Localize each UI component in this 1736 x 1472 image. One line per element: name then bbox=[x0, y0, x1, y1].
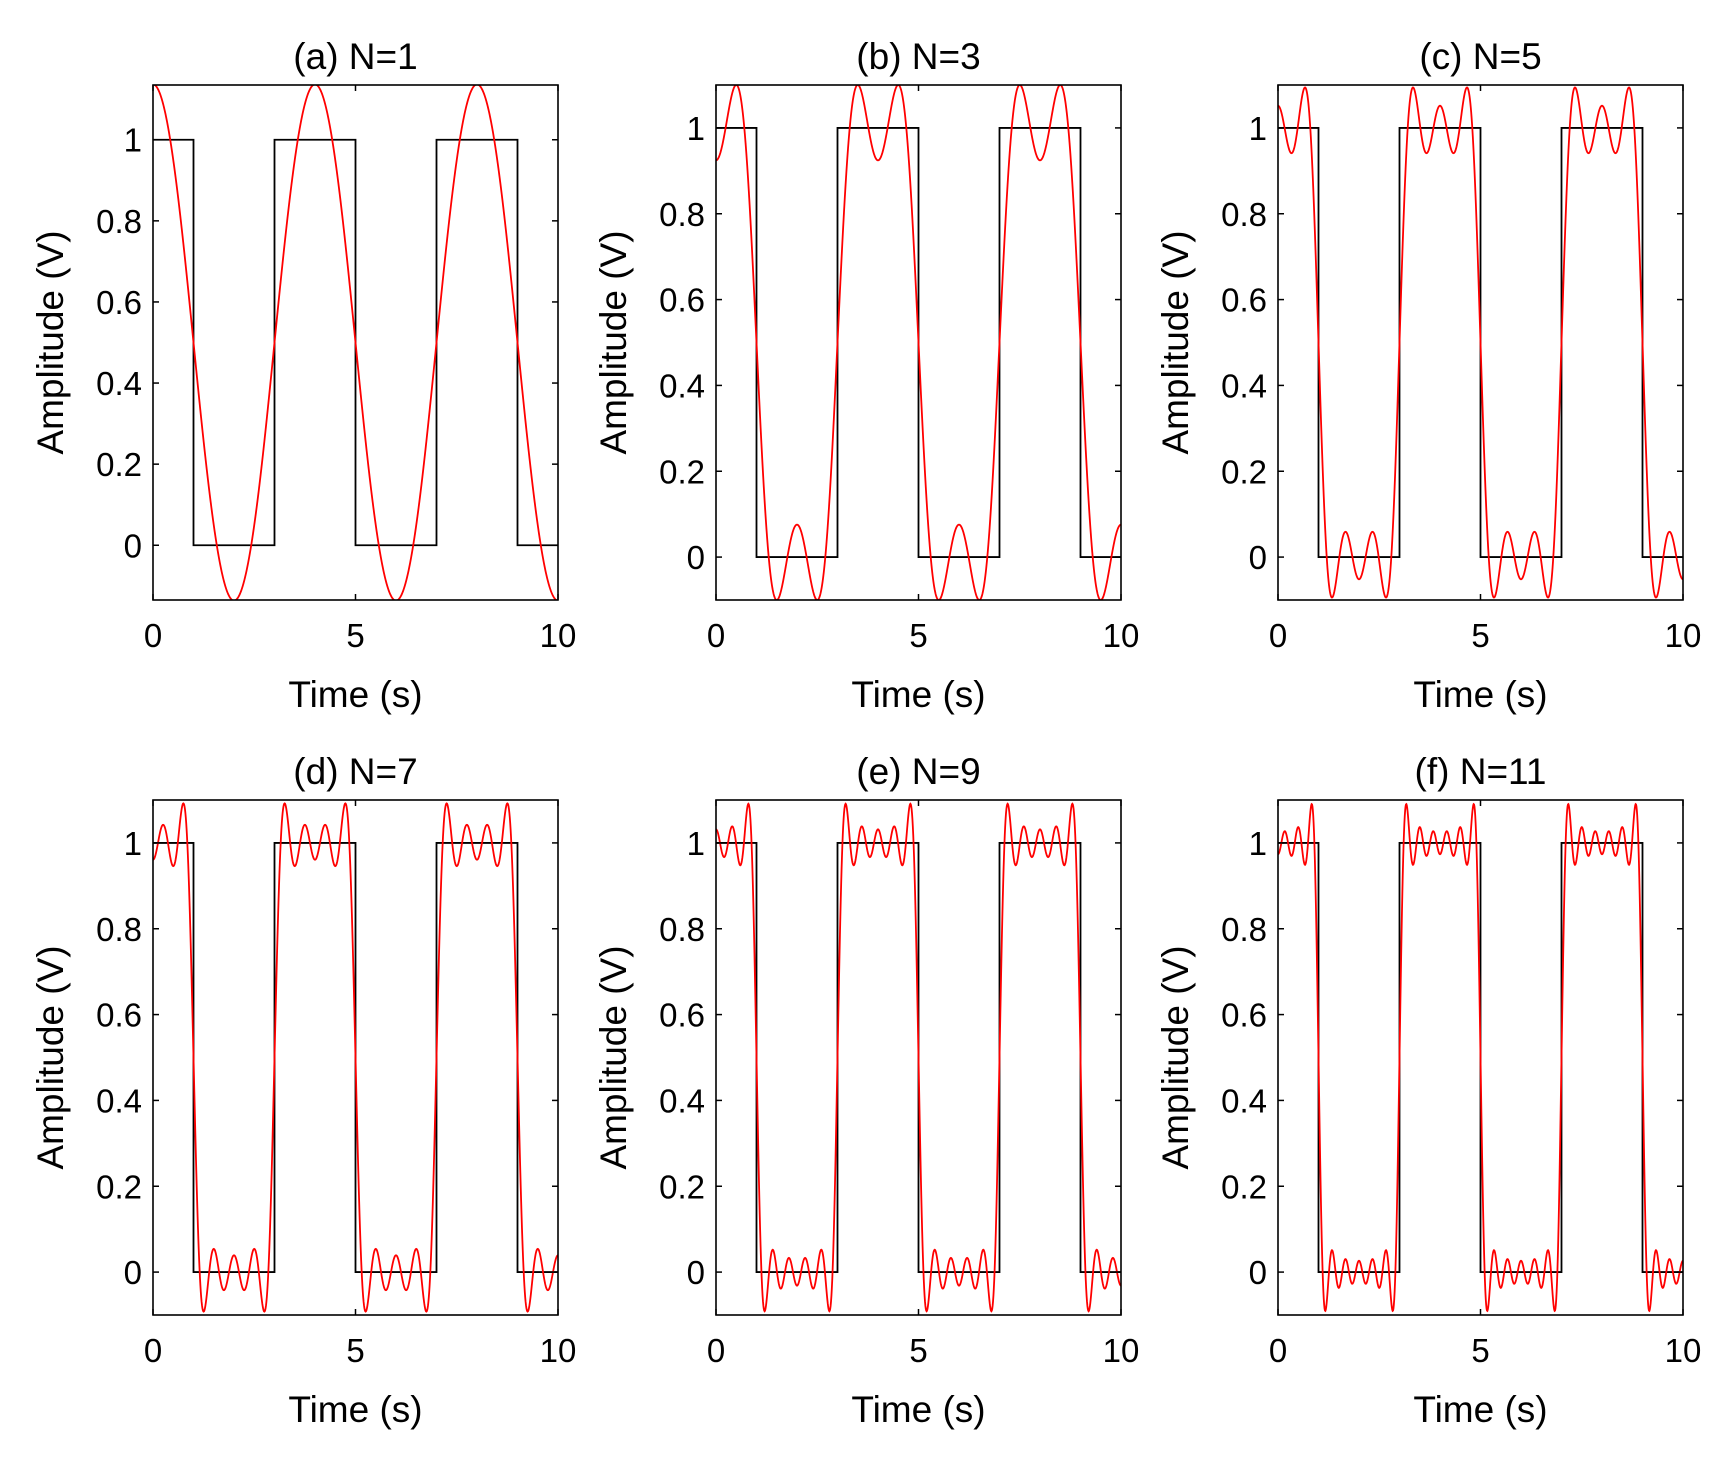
subplot-title: (c) N=5 bbox=[1419, 36, 1541, 77]
y-axis-label: Amplitude (V) bbox=[30, 945, 71, 1169]
y-axis-label: Amplitude (V) bbox=[593, 230, 634, 454]
y-tick-label: 0 bbox=[1249, 1254, 1267, 1291]
y-axis-label: Amplitude (V) bbox=[593, 945, 634, 1169]
y-tick-label: 0.8 bbox=[1221, 911, 1267, 948]
x-axis-label: Time (s) bbox=[288, 1389, 422, 1430]
y-tick-label: 1 bbox=[124, 122, 142, 159]
y-tick-label: 1 bbox=[1249, 825, 1267, 862]
y-tick-label: 0.2 bbox=[96, 446, 142, 483]
y-tick-label: 0.4 bbox=[96, 1082, 142, 1119]
x-tick-label: 5 bbox=[346, 1332, 364, 1369]
x-axis-label: Time (s) bbox=[851, 1389, 985, 1430]
y-tick-label: 1 bbox=[687, 825, 705, 862]
x-axis-label: Time (s) bbox=[851, 674, 985, 715]
x-tick-label: 10 bbox=[1665, 617, 1702, 654]
subplot-d: 0 5 10 0 0.2 0.4 0.6 0.8 1 (d) N=7 Time (s) Amplitu… bbox=[30, 751, 576, 1430]
y-tick-label: 0.2 bbox=[1221, 453, 1267, 490]
y-tick-label: 1 bbox=[124, 825, 142, 862]
subplot-title: (f) N=11 bbox=[1415, 751, 1547, 792]
x-tick-label: 0 bbox=[1269, 1332, 1287, 1369]
x-tick-label: 10 bbox=[1103, 617, 1140, 654]
x-tick-label: 5 bbox=[1471, 1332, 1489, 1369]
y-tick-label: 0 bbox=[124, 1254, 142, 1291]
y-tick-label: 0.4 bbox=[96, 365, 142, 402]
y-tick-label: 0.2 bbox=[1221, 1168, 1267, 1205]
y-tick-label: 0.4 bbox=[659, 367, 705, 404]
x-tick-label: 0 bbox=[144, 1332, 162, 1369]
y-axis-label: Amplitude (V) bbox=[30, 230, 71, 454]
x-tick-label: 5 bbox=[909, 617, 927, 654]
subplot-b: 0 5 10 0 0.2 0.4 0.6 0.8 1 (b) N=3 Time (s) Amplitu… bbox=[593, 36, 1139, 715]
subplot-title: (e) N=9 bbox=[856, 751, 980, 792]
subplot-f: 0 5 10 0 0.2 0.4 0.6 0.8 1 (f) N=11 Time (s) Amplit… bbox=[1155, 751, 1701, 1430]
subplot-c: 0 5 10 0 0.2 0.4 0.6 0.8 1 (c) N=5 Time (s) Amplitu… bbox=[1155, 36, 1701, 715]
x-tick-label: 0 bbox=[707, 617, 725, 654]
y-axis-label: Amplitude (V) bbox=[1155, 230, 1196, 454]
y-tick-label: 0.6 bbox=[1221, 282, 1267, 319]
subplot-e: 0 5 10 0 0.2 0.4 0.6 0.8 1 (e) N=9 Time (s) Amplitu… bbox=[593, 751, 1139, 1430]
plot-area bbox=[153, 85, 558, 600]
x-tick-label: 0 bbox=[707, 1332, 725, 1369]
plot-area bbox=[1278, 802, 1683, 1313]
plot-area bbox=[153, 802, 558, 1313]
y-tick-label: 0.4 bbox=[1221, 367, 1267, 404]
y-tick-label: 0 bbox=[1249, 539, 1267, 576]
y-axis-label: Amplitude (V) bbox=[1155, 945, 1196, 1169]
y-tick-label: 0.8 bbox=[659, 196, 705, 233]
y-tick-label: 0.6 bbox=[659, 997, 705, 1034]
plot-area bbox=[716, 802, 1121, 1313]
subplot-title: (b) N=3 bbox=[856, 36, 980, 77]
y-tick-label: 0 bbox=[687, 1254, 705, 1291]
x-tick-label: 10 bbox=[540, 617, 577, 654]
y-tick-label: 0.8 bbox=[659, 911, 705, 948]
x-tick-label: 5 bbox=[346, 617, 364, 654]
plot-area bbox=[716, 85, 1121, 600]
y-tick-label: 0.8 bbox=[1221, 196, 1267, 233]
y-tick-label: 0.4 bbox=[659, 1082, 705, 1119]
x-tick-label: 10 bbox=[540, 1332, 577, 1369]
y-tick-label: 0.4 bbox=[1221, 1082, 1267, 1119]
x-tick-label: 5 bbox=[1471, 617, 1489, 654]
fourier-approximation-line bbox=[1278, 86, 1683, 599]
subplot-a: 0 5 10 0 0.2 0.4 0.6 0.8 1 (a) N=1 Time (s) Amplitu… bbox=[30, 36, 576, 715]
y-tick-label: 1 bbox=[1249, 110, 1267, 147]
fourier-approximation-line bbox=[153, 802, 558, 1313]
y-tick-label: 0 bbox=[687, 539, 705, 576]
x-axis-label: Time (s) bbox=[288, 674, 422, 715]
y-tick-label: 1 bbox=[687, 110, 705, 147]
x-tick-label: 10 bbox=[1103, 1332, 1140, 1369]
x-axis-label: Time (s) bbox=[1413, 674, 1547, 715]
fourier-approximation-line bbox=[716, 802, 1121, 1313]
y-tick-label: 0.6 bbox=[659, 282, 705, 319]
x-tick-label: 10 bbox=[1665, 1332, 1702, 1369]
y-tick-label: 0.6 bbox=[96, 284, 142, 321]
y-tick-label: 0.8 bbox=[96, 911, 142, 948]
y-tick-label: 0.6 bbox=[96, 997, 142, 1034]
y-tick-label: 0.6 bbox=[1221, 997, 1267, 1034]
plot-area bbox=[1278, 86, 1683, 599]
subplot-title: (d) N=7 bbox=[293, 751, 417, 792]
y-tick-label: 0.2 bbox=[96, 1168, 142, 1205]
y-tick-label: 0.2 bbox=[659, 453, 705, 490]
fourier-approximation-line bbox=[1278, 802, 1683, 1313]
x-tick-label: 0 bbox=[144, 617, 162, 654]
y-tick-label: 0.2 bbox=[659, 1168, 705, 1205]
x-axis-label: Time (s) bbox=[1413, 1389, 1547, 1430]
y-tick-label: 0.8 bbox=[96, 203, 142, 240]
subplot-title: (a) N=1 bbox=[293, 36, 417, 77]
y-tick-label: 0 bbox=[124, 527, 142, 564]
x-tick-label: 5 bbox=[909, 1332, 927, 1369]
fourier-approximation-line bbox=[153, 85, 558, 600]
fourier-approximation-line bbox=[716, 85, 1121, 600]
x-tick-label: 0 bbox=[1269, 617, 1287, 654]
